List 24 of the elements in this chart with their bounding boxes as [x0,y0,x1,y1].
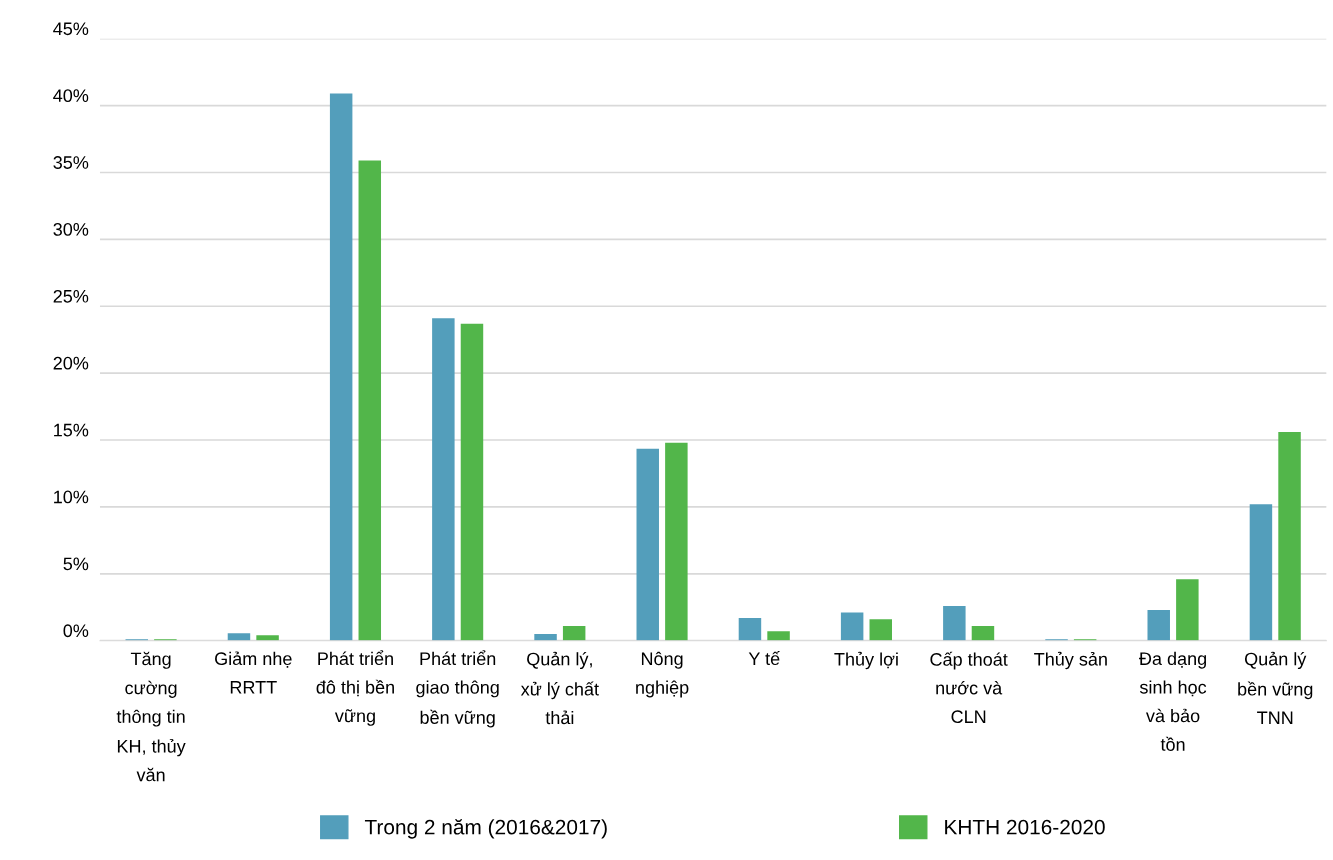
y-tick-label: 45% [53,22,89,36]
x-tick-label: Giảm nhẹ RRTT [215,651,292,694]
x-tick-label: Thủy sản [1034,651,1107,670]
y-tick-label: 10% [54,490,89,504]
y-tick-label: 25% [53,289,89,303]
y-tick-label: 35% [53,156,89,169]
y-tick-label: 20% [53,356,89,370]
y-tick-label: 15% [54,423,89,437]
legend-label: Trong 2 năm (2016&2017) [364,818,607,839]
x-tick-label: Y tế [748,651,780,666]
x-tick-label: Phát triển giao thông bền vững [416,650,499,728]
legend-label: KHTH 2016-2020 [945,819,1105,835]
x-tick-label: Đa dạng sinh học và bảo tồn [1139,651,1207,751]
x-tick-label: Quản lý, xử lý chất thải [520,651,599,725]
x-tick-label: Thủy lợi [834,651,898,670]
y-tick-label: 0% [63,624,89,638]
x-tick-label: Tăng cường thông tin KH, thủy văn [116,651,186,782]
x-tick-label: Phát triển đô thị bền vững [316,650,394,726]
y-tick-label: 30% [53,223,89,236]
x-tick-label: Cấp thoát nước và CLN [930,651,1008,724]
y-tick-label: 40% [53,89,89,103]
y-tick-label: 5% [63,557,89,571]
x-tick-label: Quản lý bền vững TNN [1238,651,1313,724]
x-tick-label: Nông nghiệp [636,651,689,698]
